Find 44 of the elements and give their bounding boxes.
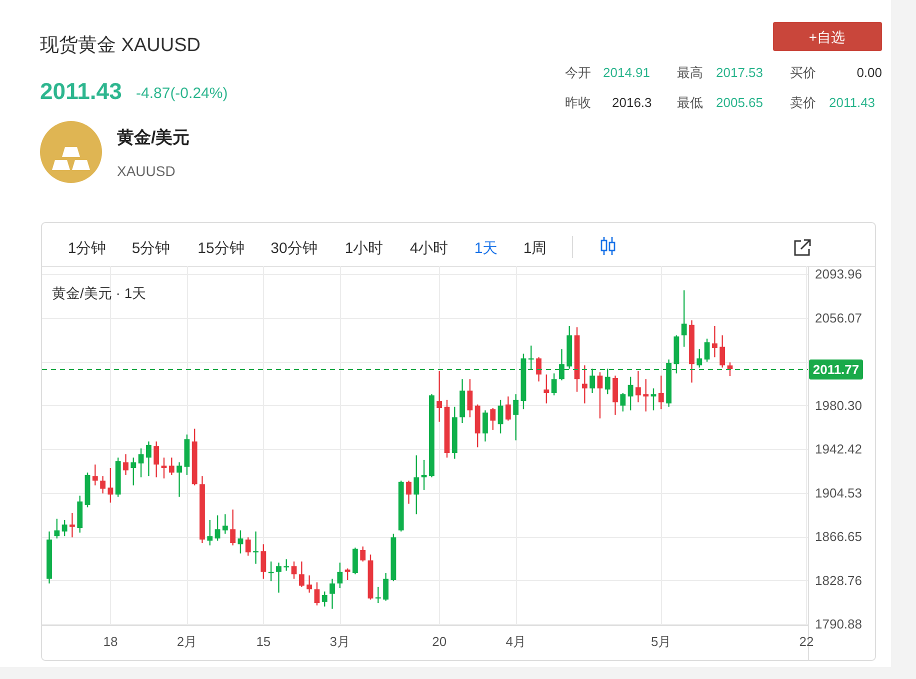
title: 现货黄金 XAUUSD <box>40 35 200 56</box>
annotation: 1天 <box>474 240 498 257</box>
annotation: 2011.43 <box>40 78 122 104</box>
annotation: 买价 <box>790 65 816 80</box>
annotation: 黄金/美元 <box>117 128 190 147</box>
annotation: 今开 <box>565 65 591 80</box>
x-tick: 5月 <box>651 634 672 649</box>
y-tick: 1904.53 <box>815 485 862 500</box>
annotation: 昨收 <box>565 95 591 110</box>
annotation: 2005.65 <box>716 95 763 110</box>
annotation: 1分钟 <box>68 240 106 257</box>
annotation: XAUUSD <box>117 163 176 179</box>
y-tick: 1790.88 <box>815 616 862 632</box>
x-tick: 15 <box>256 634 271 649</box>
x-tick: 18 <box>103 634 118 649</box>
annotation: 2017.53 <box>716 65 763 80</box>
y-tick: 1866.65 <box>815 529 862 544</box>
annotation: 5分钟 <box>132 240 170 257</box>
annotation: 最高 <box>677 65 703 80</box>
x-tick: 20 <box>432 634 447 649</box>
annotation: 0.00 <box>856 65 882 80</box>
annotation: 卖价 <box>790 95 816 110</box>
y-tick: 1980.30 <box>815 398 862 413</box>
annotation: 2016.3 <box>612 95 652 110</box>
annotation: 15分钟 <box>198 240 244 257</box>
x-tick: 3月 <box>330 634 350 649</box>
x-tick: 2月 <box>176 634 198 649</box>
x-tick: 4月 <box>506 634 526 649</box>
annotation: 1周 <box>523 240 547 257</box>
annotation: 30分钟 <box>270 240 318 257</box>
y-tick: 2093.96 <box>815 266 862 282</box>
annotation: -4.87(-0.24%) <box>136 85 228 102</box>
annotation: +自选 <box>808 29 846 45</box>
y-tick: 1942.42 <box>815 442 862 457</box>
x-tick: 22 <box>799 634 814 649</box>
ref-label: 2011.77 <box>812 362 860 377</box>
annotation: 1小时 <box>344 240 384 257</box>
subtitle: 黄金/美元 · 1天 <box>52 285 146 301</box>
y-tick: 2056.07 <box>815 310 862 326</box>
annotation: 最低 <box>677 95 703 110</box>
annotation: 2014.91 <box>603 65 650 80</box>
annotation: 2011.43 <box>829 95 876 110</box>
y-tick: 1828.76 <box>815 572 862 588</box>
annotation: 4小时 <box>410 240 448 257</box>
